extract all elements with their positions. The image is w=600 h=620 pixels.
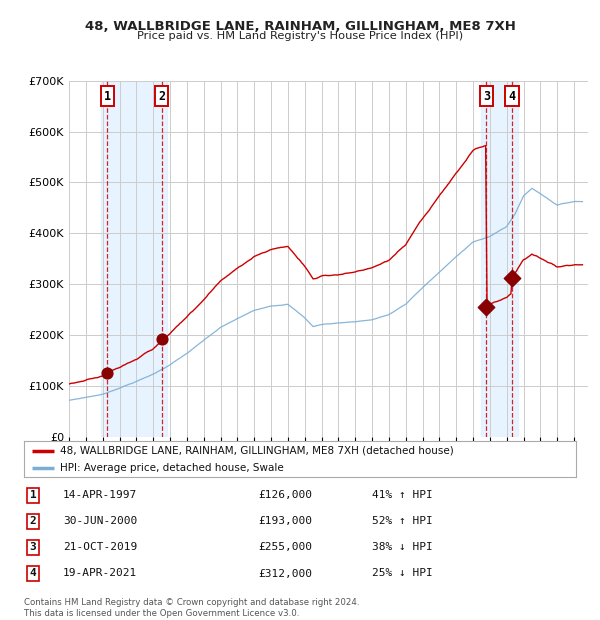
- Text: Price paid vs. HM Land Registry's House Price Index (HPI): Price paid vs. HM Land Registry's House …: [137, 31, 463, 41]
- Text: 4: 4: [508, 89, 515, 102]
- Text: 38% ↓ HPI: 38% ↓ HPI: [372, 542, 433, 552]
- Bar: [101, 81, 167, 437]
- Bar: [481, 81, 518, 437]
- Text: £126,000: £126,000: [258, 490, 312, 500]
- Text: 41% ↑ HPI: 41% ↑ HPI: [372, 490, 433, 500]
- Text: 52% ↑ HPI: 52% ↑ HPI: [372, 516, 433, 526]
- Text: 2: 2: [158, 89, 165, 102]
- Text: £193,000: £193,000: [258, 516, 312, 526]
- Text: 19-APR-2021: 19-APR-2021: [63, 569, 137, 578]
- Point: [507, 273, 517, 283]
- Text: 2: 2: [29, 516, 37, 526]
- Text: £312,000: £312,000: [258, 569, 312, 578]
- Point: [103, 368, 112, 378]
- Point: [157, 334, 166, 343]
- Text: 21-OCT-2019: 21-OCT-2019: [63, 542, 137, 552]
- Text: 4: 4: [29, 569, 37, 578]
- Text: 25% ↓ HPI: 25% ↓ HPI: [372, 569, 433, 578]
- Text: 3: 3: [483, 89, 490, 102]
- Text: 48, WALLBRIDGE LANE, RAINHAM, GILLINGHAM, ME8 7XH: 48, WALLBRIDGE LANE, RAINHAM, GILLINGHAM…: [85, 20, 515, 33]
- Text: 30-JUN-2000: 30-JUN-2000: [63, 516, 137, 526]
- Text: 1: 1: [29, 490, 37, 500]
- Text: 14-APR-1997: 14-APR-1997: [63, 490, 137, 500]
- Text: HPI: Average price, detached house, Swale: HPI: Average price, detached house, Swal…: [60, 463, 284, 473]
- Point: [482, 303, 491, 312]
- Text: 1: 1: [104, 89, 111, 102]
- Text: Contains HM Land Registry data © Crown copyright and database right 2024.
This d: Contains HM Land Registry data © Crown c…: [24, 598, 359, 618]
- Text: £255,000: £255,000: [258, 542, 312, 552]
- Text: 3: 3: [29, 542, 37, 552]
- Text: 48, WALLBRIDGE LANE, RAINHAM, GILLINGHAM, ME8 7XH (detached house): 48, WALLBRIDGE LANE, RAINHAM, GILLINGHAM…: [60, 446, 454, 456]
